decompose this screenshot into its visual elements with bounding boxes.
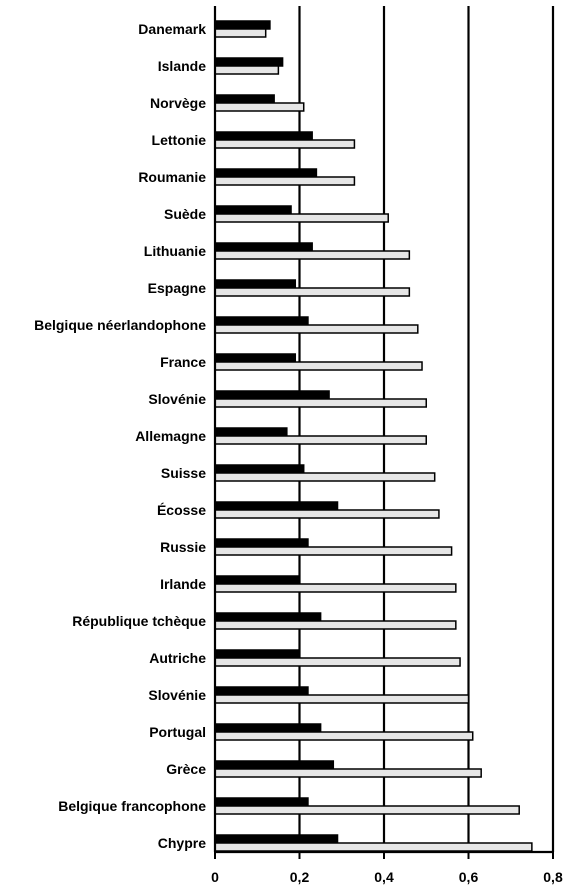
bar-series-1 <box>214 649 301 659</box>
bar-series-2 <box>214 472 436 482</box>
bar-series-1 <box>214 353 297 363</box>
category-label: Norvège <box>150 95 206 111</box>
bar-series-1 <box>214 501 339 511</box>
bar-series-2 <box>214 731 474 741</box>
bar-series-2 <box>214 324 419 334</box>
bar-series-1 <box>214 834 339 844</box>
bar-series-2 <box>214 546 453 556</box>
bar-series-1 <box>214 723 322 733</box>
bar-series-1 <box>214 131 313 141</box>
bars <box>214 20 533 852</box>
bar-series-1 <box>214 94 275 104</box>
category-label: Grèce <box>166 761 206 777</box>
category-label: Portugal <box>149 724 206 740</box>
category-label: Danemark <box>138 21 206 37</box>
bar-series-2 <box>214 583 457 593</box>
category-labels: Danemark Islande Norvège Lettonie Roumanie Su… <box>34 21 206 851</box>
bar-series-2 <box>214 250 411 260</box>
x-tick-label: 0,8 <box>543 869 563 885</box>
category-label: Belgique néerlandophone <box>34 317 206 333</box>
bar-series-1 <box>214 464 305 474</box>
bar-series-1 <box>214 20 271 30</box>
bar-series-2 <box>214 657 461 667</box>
bar-series-1 <box>214 168 318 178</box>
category-label: Espagne <box>148 280 207 296</box>
bar-series-1 <box>214 242 313 252</box>
bar-series-1 <box>214 316 309 326</box>
category-label: Belgique francophone <box>58 798 206 814</box>
bar-series-2 <box>214 139 356 149</box>
bar-series-2 <box>214 842 533 852</box>
category-label: Suède <box>164 206 206 222</box>
category-label: Allemagne <box>135 428 206 444</box>
category-label: Lithuanie <box>144 243 206 259</box>
bar-series-2 <box>214 398 427 408</box>
category-label: Slovénie <box>148 687 206 703</box>
bar-series-2 <box>214 361 423 371</box>
bar-series-2 <box>214 65 280 75</box>
bar-series-2 <box>214 768 482 778</box>
category-label: Autriche <box>149 650 206 666</box>
category-label: Écosse <box>157 502 206 518</box>
category-label: Suisse <box>161 465 206 481</box>
category-label: Lettonie <box>152 132 207 148</box>
bar-series-1 <box>214 797 309 807</box>
bar-series-1 <box>214 205 292 215</box>
bar-series-2 <box>214 620 457 630</box>
bar-series-1 <box>214 612 322 622</box>
bar-series-2 <box>214 694 470 704</box>
bar-series-1 <box>214 538 309 548</box>
tick-labels: 0 0,2 0,4 0,6 0,8 <box>211 869 563 885</box>
category-label: République tchèque <box>72 613 206 629</box>
bar-series-1 <box>214 279 297 289</box>
bar-series-1 <box>214 575 301 585</box>
gridlines <box>298 6 555 852</box>
x-tick-label: 0,4 <box>374 869 394 885</box>
category-label: Russie <box>160 539 206 555</box>
bar-series-2 <box>214 213 389 223</box>
x-tick-label: 0,2 <box>290 869 310 885</box>
axes <box>213 6 554 859</box>
bar-series-2 <box>214 435 427 445</box>
bar-series-2 <box>214 28 267 38</box>
bar-series-2 <box>214 176 356 186</box>
category-label: Irlande <box>160 576 206 592</box>
bar-series-1 <box>214 686 309 696</box>
x-tick-label: 0,6 <box>459 869 479 885</box>
bar-series-1 <box>214 760 335 770</box>
category-label: Roumanie <box>138 169 206 185</box>
bar-series-2 <box>214 509 440 519</box>
category-label: France <box>160 354 206 370</box>
bar-series-2 <box>214 102 305 112</box>
bar-series-1 <box>214 427 288 437</box>
category-label: Chypre <box>158 835 206 851</box>
category-label: Islande <box>158 58 206 74</box>
category-label: Slovénie <box>148 391 206 407</box>
bar-series-2 <box>214 805 520 815</box>
x-tick-label: 0 <box>211 869 219 885</box>
bar-series-1 <box>214 57 284 67</box>
bar-series-1 <box>214 390 330 400</box>
bar-series-2 <box>214 287 411 297</box>
